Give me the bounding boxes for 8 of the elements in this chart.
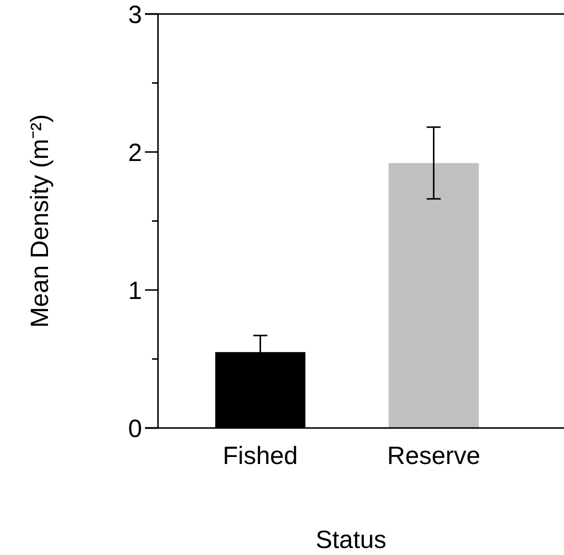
- x-tick-label: Fished: [222, 442, 298, 470]
- x-tick-label: Reserve: [387, 442, 480, 470]
- y-tick-label: 2: [128, 138, 142, 167]
- x-axis-title: Status: [316, 526, 386, 554]
- y-axis-title: Mean Density (m⁻²): [26, 114, 54, 328]
- y-tick-label: 0: [128, 414, 142, 443]
- y-tick-label: 1: [128, 276, 142, 305]
- y-tick-label: 3: [128, 0, 142, 29]
